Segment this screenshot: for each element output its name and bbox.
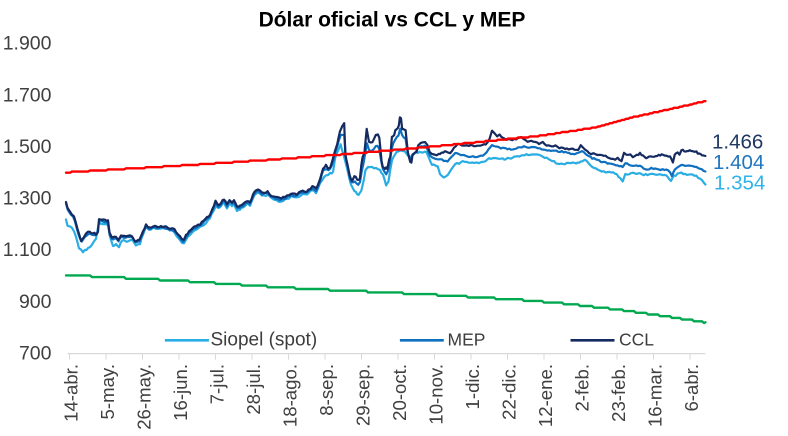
svg-text:18-ago.: 18-ago. (279, 364, 300, 427)
svg-text:16-mar.: 16-mar. (644, 364, 665, 427)
svg-text:28-jul.: 28-jul. (243, 364, 264, 415)
svg-text:14-abr.: 14-abr. (60, 364, 81, 422)
svg-text:Dólar oficial vs CCL y MEP: Dólar oficial vs CCL y MEP (259, 9, 526, 32)
svg-text:1.466: 1.466 (712, 131, 763, 154)
svg-text:MEP: MEP (448, 329, 486, 349)
svg-text:Siopel (spot): Siopel (spot) (211, 329, 318, 350)
svg-text:1.500: 1.500 (3, 136, 52, 158)
svg-text:1.100: 1.100 (3, 239, 52, 261)
svg-text:29-sep.: 29-sep. (352, 364, 373, 426)
svg-text:700: 700 (19, 342, 52, 364)
svg-text:8-sep.: 8-sep. (316, 364, 337, 416)
svg-text:1-dic.: 1-dic. (462, 364, 483, 409)
svg-text:6-abr.: 6-abr. (681, 364, 702, 412)
svg-text:10-nov.: 10-nov. (425, 364, 446, 425)
svg-text:900: 900 (19, 291, 52, 313)
svg-text:20-oct.: 20-oct. (389, 364, 410, 421)
svg-text:26-may.: 26-may. (133, 364, 154, 430)
svg-text:5-may.: 5-may. (97, 364, 118, 419)
svg-text:16-jun.: 16-jun. (170, 364, 191, 421)
svg-text:1.300: 1.300 (3, 188, 52, 210)
svg-text:23-feb.: 23-feb. (608, 364, 629, 422)
svg-text:1.900: 1.900 (3, 33, 52, 55)
svg-text:CCL: CCL (619, 329, 654, 349)
svg-text:2-feb.: 2-feb. (571, 364, 592, 412)
svg-text:7-jul.: 7-jul. (206, 364, 227, 404)
svg-text:1.354: 1.354 (714, 172, 765, 195)
svg-text:22-dic.: 22-dic. (498, 364, 519, 420)
svg-text:1.404: 1.404 (713, 151, 764, 174)
svg-text:12-ene.: 12-ene. (535, 364, 556, 427)
svg-text:1.700: 1.700 (3, 84, 52, 106)
